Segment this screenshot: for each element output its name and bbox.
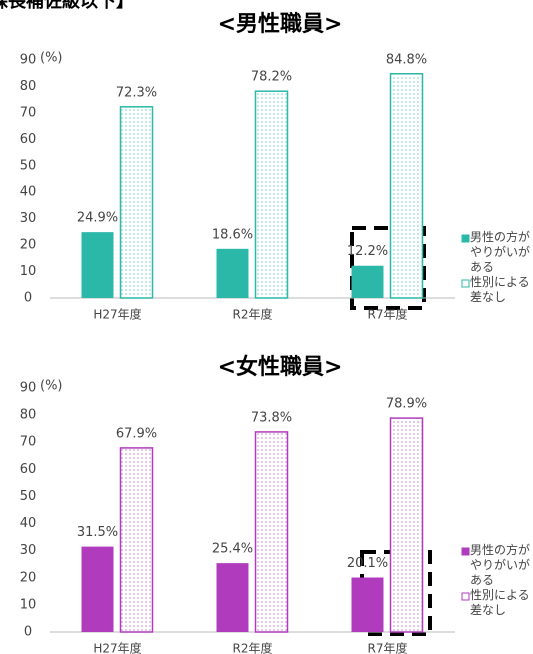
bar	[254, 431, 289, 633]
legend-entry: 男性の方がやりがいがある	[470, 230, 531, 274]
unit-label: (%)	[40, 51, 63, 66]
bar	[216, 563, 249, 632]
x-tick-label: H27年度	[93, 307, 141, 322]
x-tick-label: R7年度	[368, 641, 408, 654]
data-label: 78.2%	[251, 70, 292, 85]
chart-title: <女性職員>	[218, 354, 343, 380]
data-label: 78.9%	[386, 397, 427, 412]
y-tick-label: 0	[24, 291, 32, 306]
data-label: 31.5%	[77, 525, 118, 540]
y-tick-label: 30	[20, 211, 37, 226]
data-label: 67.9%	[116, 426, 157, 441]
y-tick-label: 80	[20, 79, 37, 94]
unit-label: (%)	[40, 379, 63, 394]
y-tick-label: 60	[20, 132, 37, 147]
data-label: 12.2%	[347, 244, 388, 259]
bar	[254, 90, 289, 299]
bar	[389, 73, 424, 299]
y-tick-label: 20	[20, 238, 37, 253]
legend-label: 性別による差なし	[470, 275, 530, 304]
data-label: 20.1%	[347, 556, 388, 571]
legend-entry: 性別による差なし	[470, 275, 530, 304]
bar	[351, 577, 384, 632]
y-tick-label: 50	[20, 489, 37, 504]
y-tick-label: 90	[20, 53, 37, 68]
x-tick-label: R2年度	[233, 307, 273, 322]
heading: 課長補佐級以下】	[0, 0, 134, 12]
y-tick-label: 0	[24, 625, 32, 640]
y-tick-label: 10	[20, 264, 37, 279]
bar	[81, 232, 114, 298]
legend-swatch	[461, 547, 470, 556]
x-tick-label: R2年度	[233, 641, 273, 654]
legend-swatch	[461, 279, 470, 288]
x-tick-label: H27年度	[93, 641, 141, 654]
y-tick-label: 70	[20, 435, 37, 450]
legend-swatch	[461, 592, 470, 601]
y-tick-label: 90	[20, 381, 37, 396]
y-tick-label: 10	[20, 597, 37, 612]
x-tick-label: R7年度	[368, 307, 408, 322]
bar	[119, 447, 154, 633]
bar	[351, 265, 384, 298]
legend-swatch	[461, 234, 470, 243]
y-tick-label: 40	[20, 185, 37, 200]
legend-label: 性別による差なし	[470, 588, 530, 617]
y-tick-label: 40	[20, 516, 37, 531]
y-tick-label: 50	[20, 158, 37, 173]
data-label: 73.8%	[251, 410, 292, 425]
data-label: 25.4%	[212, 542, 253, 557]
bar	[216, 248, 249, 298]
legend-label: 男性の方がやりがいがある	[470, 230, 531, 274]
bar	[389, 417, 424, 633]
legend-entry: 男性の方がやりがいがある	[470, 543, 531, 587]
y-tick-label: 80	[20, 408, 37, 423]
data-label: 72.3%	[116, 85, 157, 100]
y-tick-label: 20	[20, 570, 37, 585]
chart-title: <男性職員>	[218, 11, 343, 37]
bar	[119, 106, 154, 299]
data-label: 18.6%	[212, 227, 253, 242]
y-tick-label: 30	[20, 543, 37, 558]
data-label: 84.8%	[386, 52, 427, 67]
legend-label: 男性の方がやりがいがある	[470, 543, 531, 587]
y-tick-label: 60	[20, 462, 37, 477]
bar	[81, 546, 114, 632]
legend-entry: 性別による差なし	[470, 588, 530, 617]
y-tick-label: 70	[20, 105, 37, 120]
data-label: 24.9%	[77, 211, 118, 226]
